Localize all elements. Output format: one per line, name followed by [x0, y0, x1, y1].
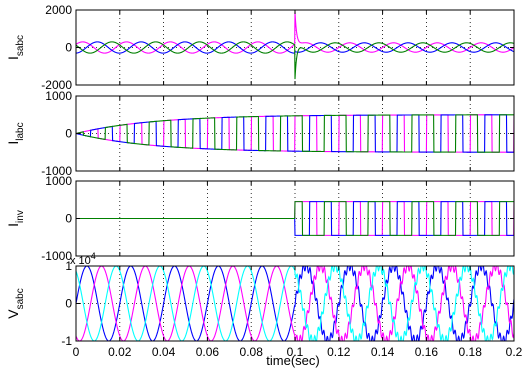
y-tick-label: 0 [65, 297, 72, 311]
x-tick-label: 0.18 [459, 345, 483, 359]
y-tick-label: 0 [65, 41, 72, 55]
i-inv-panel: 1000 0 -1000 Iinv [5, 174, 515, 263]
y-tick-label: -1 [61, 334, 72, 348]
x-tick-label: 0.1 [287, 345, 304, 359]
x-tick-label: 0.08 [240, 345, 264, 359]
series-line-3 [76, 114, 514, 153]
x-tick-label: 0.02 [108, 345, 132, 359]
x-axis-label: time(sec) [266, 353, 319, 368]
y-tick-label: -1000 [41, 249, 72, 263]
y-tick-label: 2000 [45, 3, 72, 17]
series-line-1 [76, 266, 514, 341]
x-tick-label: 0.16 [415, 345, 439, 359]
y-tick-label: -2000 [41, 78, 72, 92]
series-line-3 [76, 266, 514, 341]
y-axis-label: Ilabc [5, 122, 26, 144]
y-exponent-label: x 104 [70, 251, 96, 267]
y-axis-label: Vsabc [5, 288, 26, 318]
y-tick-label: 1 [65, 259, 72, 273]
series-line-3 [76, 201, 514, 236]
series-line-1 [76, 114, 514, 153]
x-tick-label: 0.2 [506, 345, 523, 359]
y-tick-label: 1000 [45, 89, 72, 103]
x-tick-label: 0.14 [371, 345, 395, 359]
x-tick-label: 0 [73, 345, 80, 359]
y-tick-label: 0 [65, 127, 72, 141]
x-tick-label: 0.06 [196, 345, 220, 359]
x-tick-label: 0.04 [152, 345, 176, 359]
i-sabc-panel: 2000 0 -2000 Isabc [5, 3, 515, 92]
y-tick-label: 0 [65, 212, 72, 226]
y-axis-label: Isabc [5, 35, 26, 60]
i-labc-panel: 1000 0 -1000 Ilabc [5, 89, 515, 178]
y-tick-label: 1000 [45, 174, 72, 188]
y-tick-label: -1000 [41, 164, 72, 178]
y-axis-label: Iinv [5, 210, 26, 227]
series-line-3 [76, 41, 514, 80]
x-tick-label: 0.12 [327, 345, 351, 359]
